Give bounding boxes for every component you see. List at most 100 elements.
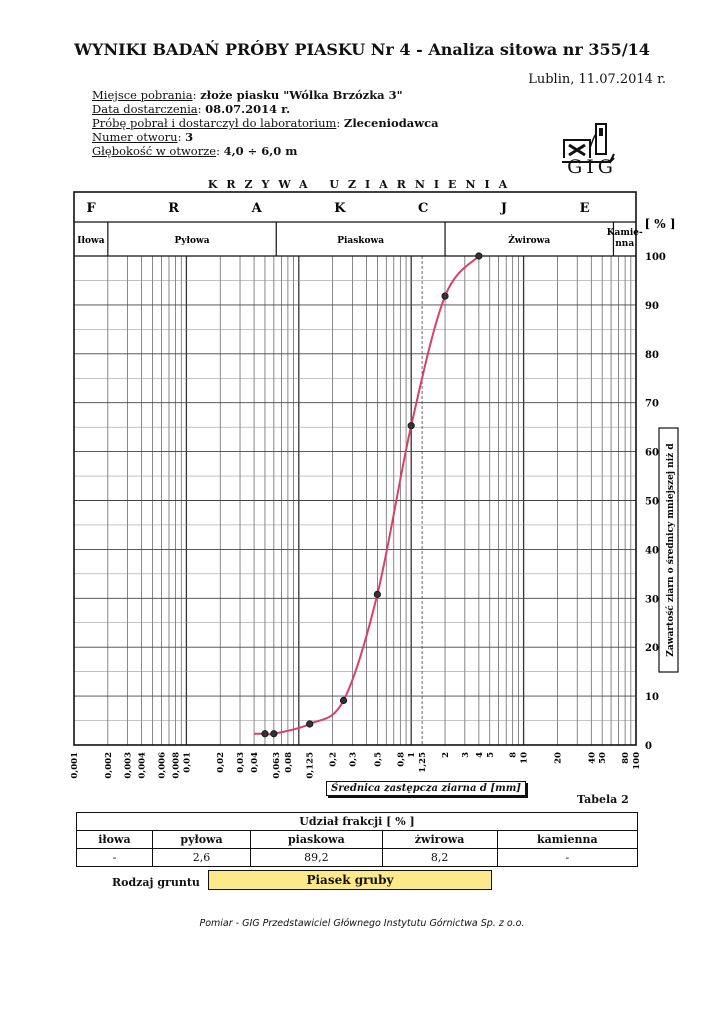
soil-type-value: Piasek gruby xyxy=(208,870,492,890)
info-label: Próbę pobrał i dostarczył do laboratoriu… xyxy=(92,116,337,130)
info-value: 3 xyxy=(185,130,194,144)
table-cell: 89,2 xyxy=(250,848,383,867)
info-row-delivery: Data dostarczenia: 08.07.2014 r. xyxy=(92,102,291,116)
hammer-pick-mine-icon xyxy=(562,123,615,163)
x-tick-label: 0,03 xyxy=(236,752,246,773)
x-tick-label: 0,008 xyxy=(172,752,182,779)
data-point xyxy=(270,730,278,738)
chart-border xyxy=(73,191,637,746)
x-tick-label: 100 xyxy=(632,752,642,770)
x-tick-label: 5 xyxy=(486,752,496,758)
table-cell: 8,2 xyxy=(381,848,498,867)
y-tick-label: 30 xyxy=(645,594,659,605)
y-tick-label: 20 xyxy=(645,643,659,654)
x-tick-label: 0,01 xyxy=(182,752,192,773)
table-header-cell: iłowa xyxy=(76,830,153,849)
y-axis-ticks: 0 10 20 30 40 50 60 70 80 90 100 xyxy=(645,252,666,752)
fractions-table: Udział frakcji [ % ] iłowa pyłowa piasko… xyxy=(76,812,639,867)
table-title: Udział frakcji [ % ] xyxy=(76,812,638,831)
x-tick-label: 0,003 xyxy=(124,752,134,779)
data-point xyxy=(475,252,483,260)
info-label: Numer otworu xyxy=(92,130,178,144)
x-tick-label: 0,002 xyxy=(104,752,114,779)
x-tick-label: 50 xyxy=(598,752,608,764)
y-tick-label: 90 xyxy=(645,301,659,312)
info-label: Głębokość w otworze xyxy=(92,144,217,158)
report-title: WYNIKI BADAŃ PRÓBY PIASKU Nr 4 - Analiza… xyxy=(74,40,650,59)
info-row-place: Miejsce pobrania: złoże piasku "Wólka Br… xyxy=(92,88,403,102)
info-label: Miejsce pobrania xyxy=(92,88,193,102)
fraction-label: Piaskowa xyxy=(337,236,384,246)
table-cell: 2,6 xyxy=(151,848,252,867)
info-row-sampler: Próbę pobrał i dostarczył do laboratoriu… xyxy=(92,116,439,130)
x-axis-label: Średnica zastępcza ziarna d [mm] xyxy=(326,781,527,796)
data-point xyxy=(441,292,449,300)
x-tick-label: 1 xyxy=(407,752,417,758)
fraction-label: nna xyxy=(615,239,634,249)
info-value: złoże piasku "Wólka Brzózka 3" xyxy=(200,88,403,102)
x-tick-label: 3 xyxy=(461,752,471,758)
x-tick-label: 0,3 xyxy=(348,752,358,767)
x-tick-label: 0,8 xyxy=(396,752,406,767)
x-tick-label: 20 xyxy=(553,752,563,764)
x-tick-label: 0,063 xyxy=(272,752,282,779)
fraction-label: Pyłowa xyxy=(175,236,210,246)
y-tick-label: 80 xyxy=(645,350,659,361)
chart-frame xyxy=(73,191,637,746)
chart-title: KRZYWA UZIARNIENIA xyxy=(207,178,517,191)
x-tick-label: 0,5 xyxy=(373,752,383,767)
x-tick-label: 0,2 xyxy=(329,752,339,767)
x-tick-label: 0,006 xyxy=(157,752,167,779)
y-axis-label-box: Zawartość ziarn o średnicy mniejszej niż… xyxy=(658,427,679,673)
y-tick-label: 70 xyxy=(645,399,659,410)
table-header-row: iłowa pyłowa piaskowa żwirowa kamienna xyxy=(76,830,639,849)
x-tick-label: 2 xyxy=(441,752,451,758)
x-tick-label: 40 xyxy=(587,752,597,764)
data-point xyxy=(306,720,314,728)
x-tick-label: 0,001 xyxy=(70,752,80,779)
table-header-cell: kamienna xyxy=(496,830,639,849)
info-value: 4,0 ÷ 6,0 m xyxy=(223,144,298,158)
soil-type-label: Rodzaj gruntu xyxy=(112,876,200,889)
fraction-label: Kamie- xyxy=(607,228,643,238)
place-date: Lublin, 11.07.2014 r. xyxy=(528,72,666,87)
grain-size-chart: F R A K C J E Iłowa Pyłowa Piaskowa Żwirowa K… xyxy=(70,191,679,779)
y-tick-label: 10 xyxy=(645,692,659,703)
table-header-cell: pyłowa xyxy=(151,830,252,849)
footer-note: Pomiar - GIG Przedstawiciel Głównego Ins… xyxy=(199,918,525,929)
y-tick-label: 0 xyxy=(645,741,652,752)
y-axis-label: Zawartość ziarn o średnicy mniejszej niż… xyxy=(665,443,676,657)
table-cell: - xyxy=(76,848,153,867)
y-tick-label: 100 xyxy=(645,252,666,263)
y-tick-label: 60 xyxy=(645,448,659,459)
info-value: Zleceniodawca xyxy=(343,116,439,130)
table-label: Tabela 2 xyxy=(577,793,629,806)
x-tick-label: 0,04 xyxy=(250,752,260,773)
data-point xyxy=(407,422,415,430)
info-row-hole: Numer otworu: 3 xyxy=(92,130,194,144)
info-row-depth: Głębokość w otworze: 4,0 ÷ 6,0 m xyxy=(92,144,298,158)
x-tick-label: 0,125 xyxy=(306,752,316,779)
grading-curve xyxy=(254,252,483,738)
fraction-label: Żwirowa xyxy=(508,233,550,246)
table-header-cell: żwirowa xyxy=(381,830,498,849)
x-tick-label: 4 xyxy=(475,752,485,758)
x-tick-label: 0,02 xyxy=(216,752,226,773)
x-tick-label: 80 xyxy=(621,752,631,764)
fraction-header: F R A K C J E Iłowa Pyłowa Piaskowa Żwirowa K… xyxy=(77,201,643,256)
fraction-label: Iłowa xyxy=(77,236,104,246)
logo-text: GIG xyxy=(567,156,617,178)
data-point xyxy=(339,696,348,705)
info-value: 08.07.2014 r. xyxy=(205,102,291,116)
y-tick-label: 40 xyxy=(645,545,659,556)
data-point xyxy=(373,590,381,598)
x-tick-label: 0,004 xyxy=(138,752,148,779)
x-axis-ticks: 0,001 0,002 0,003 0,004 0,006 0,008 0,01 0,02 0,… xyxy=(70,752,642,779)
table-row: - 2,6 89,2 8,2 - xyxy=(76,848,639,867)
y-unit-label: [ % ] xyxy=(644,217,675,231)
table-cell: - xyxy=(496,848,639,867)
data-point xyxy=(261,730,269,738)
y-tick-label: 50 xyxy=(645,497,659,508)
table-header-cell: piaskowa xyxy=(250,830,383,849)
chart-grid xyxy=(74,256,636,745)
